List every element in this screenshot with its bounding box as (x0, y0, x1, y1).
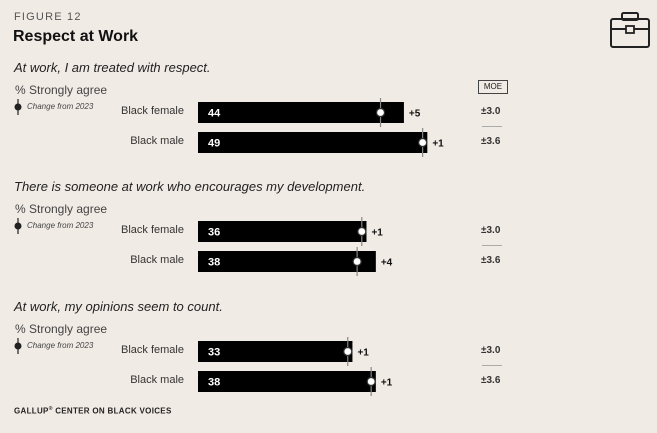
question-text: At work, my opinions seem to count. (14, 299, 223, 314)
footer-source: GALLUP® CENTER ON BLACK VOICES (14, 406, 172, 416)
briefcase-icon (610, 12, 650, 48)
bar (198, 102, 404, 123)
question-text: There is someone at work who encourages … (14, 179, 366, 194)
moe-value: ±3.6 (481, 375, 501, 386)
row-label-group: Black female (121, 105, 184, 117)
bar (198, 341, 353, 362)
change-label: +1 (357, 348, 369, 359)
strongly-agree-label: % Strongly agree (15, 202, 108, 216)
strongly-agree-label: % Strongly agree (15, 83, 108, 97)
change-marker-dot (418, 137, 428, 148)
moe-value: ±3.0 (481, 225, 501, 236)
row-label-group: Black female (121, 344, 184, 356)
bar-value-label: 38 (208, 257, 220, 269)
bar-value-label: 49 (208, 138, 220, 150)
row-label-group: Black male (130, 135, 184, 147)
bar (198, 371, 376, 392)
bar-value-label: 44 (208, 108, 221, 120)
bar-value-label: 36 (208, 227, 220, 239)
change-label: +1 (381, 378, 393, 389)
moe-value: ±3.6 (481, 255, 501, 266)
moe-separator (482, 365, 502, 366)
change-label: +1 (371, 228, 383, 239)
moe-header: MOE (478, 80, 508, 94)
bar (198, 251, 376, 272)
chart-title: Respect at Work (13, 28, 139, 45)
change-label: +4 (381, 258, 393, 269)
bar (198, 132, 428, 153)
moe-value: ±3.6 (481, 136, 501, 147)
change-from-label: Change from 2023 (27, 341, 94, 350)
change-marker-dot (366, 376, 376, 387)
moe-separator (482, 126, 502, 127)
strongly-agree-label: % Strongly agree (15, 322, 108, 336)
change-marker-icon (14, 99, 22, 115)
figure-label: FIGURE 12 (14, 11, 82, 23)
row-label-group: Black female (121, 224, 184, 236)
moe-value: ±3.0 (481, 345, 501, 356)
change-from-label: Change from 2023 (27, 221, 94, 230)
row-label-group: Black male (130, 374, 184, 386)
moe-separator (482, 245, 502, 246)
bar-value-label: 33 (208, 347, 220, 359)
change-marker-icon (14, 338, 22, 354)
bar-value-label: 38 (208, 377, 220, 389)
change-label: +1 (432, 139, 444, 150)
row-label-group: Black male (130, 254, 184, 266)
change-marker-dot (352, 256, 362, 267)
moe-value: ±3.0 (481, 106, 501, 117)
question-text: At work, I am treated with respect. (14, 60, 211, 75)
change-from-label: Change from 2023 (27, 102, 94, 111)
change-marker-icon (14, 218, 22, 234)
change-label: +5 (409, 109, 421, 120)
change-marker-dot (343, 346, 353, 357)
bar (198, 221, 367, 242)
change-marker-dot (375, 107, 386, 118)
change-marker-dot (357, 226, 367, 237)
